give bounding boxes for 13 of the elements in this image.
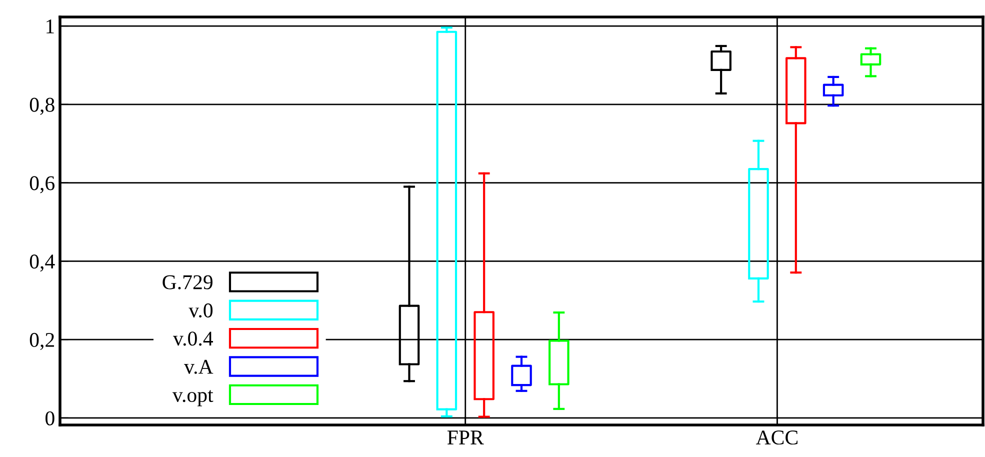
y-tick-label: 0,2 bbox=[30, 332, 54, 350]
y-tick-label: 0,4 bbox=[30, 254, 55, 272]
y-tick-label: 0 bbox=[46, 411, 54, 426]
legend-label: G.729 bbox=[162, 275, 212, 290]
legend-label: v.A bbox=[184, 360, 214, 374]
y-tick-label: 0,6 bbox=[30, 176, 55, 194]
y-tick-label: 1 bbox=[46, 19, 54, 34]
legend-label: v.0 bbox=[188, 303, 213, 318]
legend-label: v.opt bbox=[172, 390, 214, 406]
y-tick-label: 0,8 bbox=[30, 98, 54, 115]
x-tick-label: FPR bbox=[447, 430, 484, 444]
x-tick-label: ACC bbox=[756, 430, 798, 445]
legend-label: v.0.4 bbox=[173, 332, 213, 346]
